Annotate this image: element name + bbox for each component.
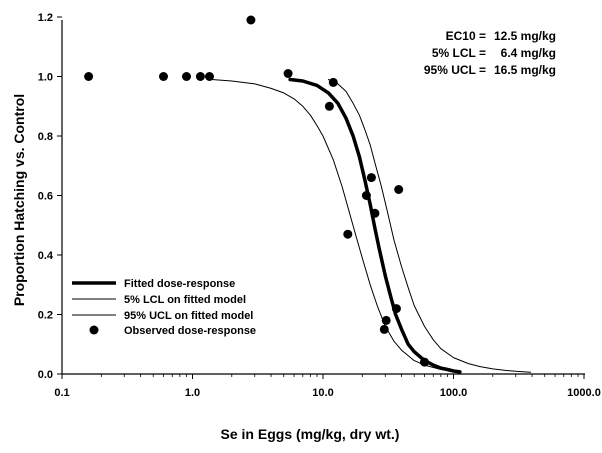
lcl-label: 5% LCL = <box>432 46 486 60</box>
x-tick-marks <box>61 374 585 379</box>
x-axis: 0.1 1.0 10.0 100.0 1000.0 <box>54 373 601 399</box>
observed-point <box>391 304 401 314</box>
observed-point <box>205 72 214 81</box>
y-tick-marks <box>57 16 62 375</box>
observed-point <box>159 72 168 81</box>
y-tick-label: 1.2 <box>38 12 53 24</box>
fitted-curves <box>211 77 532 374</box>
legend-label-lcl: 5% LCL on fitted model <box>124 294 246 306</box>
observed-point <box>394 185 404 194</box>
x-tick-labels: 0.1 1.0 10.0 100.0 1000.0 <box>54 387 600 399</box>
observed-point <box>182 72 191 81</box>
y-tick-label: 0.2 <box>38 310 53 322</box>
ucl-value: 16.5 mg/kg <box>494 63 556 77</box>
y-axis: 0.0 0.2 0.4 0.6 0.8 1.0 1.2 <box>38 12 63 381</box>
x-tick-label: 0.1 <box>54 387 69 399</box>
y-tick-label: 0.4 <box>38 250 54 262</box>
observed-point <box>84 72 94 81</box>
observed-points <box>84 15 429 367</box>
observed-point <box>324 101 334 111</box>
ec10-value: 12.5 mg/kg <box>494 29 556 43</box>
legend-label-ucl: 95% UCL on fitted model <box>124 310 253 322</box>
ucl-curve-line <box>327 79 532 373</box>
y-tick-label: 0.8 <box>38 131 53 143</box>
observed-point <box>379 324 389 334</box>
x-axis-title: Se in Eggs (mg/kg, dry wt.) <box>221 426 400 442</box>
annotation-box: EC10 = 12.5 mg/kg 5% LCL = 6.4 mg/kg 95%… <box>424 29 556 77</box>
observed-point <box>328 77 338 87</box>
x-tick-label: 10.0 <box>312 387 333 399</box>
x-tick-label: 100.0 <box>440 387 468 399</box>
fitted-curve-line <box>288 77 462 374</box>
x-tick-label: 1.0 <box>185 387 200 399</box>
legend-label-observed: Observed dose-response <box>124 325 256 337</box>
legend: Fitted dose-response 5% LCL on fitted mo… <box>72 278 256 337</box>
legend-label-fitted: Fitted dose-response <box>124 278 235 290</box>
observed-point <box>343 229 353 239</box>
y-axis-title: Proportion Hatching vs. Control <box>11 94 27 306</box>
y-tick-label: 0.0 <box>38 369 53 381</box>
observed-point <box>283 69 293 78</box>
observed-point <box>370 208 380 218</box>
lcl-curve-line <box>211 79 454 373</box>
y-tick-label: 1.0 <box>38 72 53 84</box>
ucl-label: 95% UCL = <box>424 63 486 77</box>
observed-point <box>420 357 429 367</box>
x-tick-label: 1000.0 <box>567 387 601 399</box>
observed-point <box>246 15 256 25</box>
ec10-label: EC10 = <box>446 29 486 43</box>
legend-swatch-observed <box>89 325 99 335</box>
observed-point <box>381 315 391 325</box>
observed-point <box>361 191 371 200</box>
observed-point <box>195 72 205 81</box>
lcl-value: 6.4 mg/kg <box>501 46 556 60</box>
y-tick-label: 0.6 <box>38 191 53 203</box>
observed-point <box>366 173 376 183</box>
y-tick-labels: 0.0 0.2 0.4 0.6 0.8 1.0 1.2 <box>38 12 54 381</box>
